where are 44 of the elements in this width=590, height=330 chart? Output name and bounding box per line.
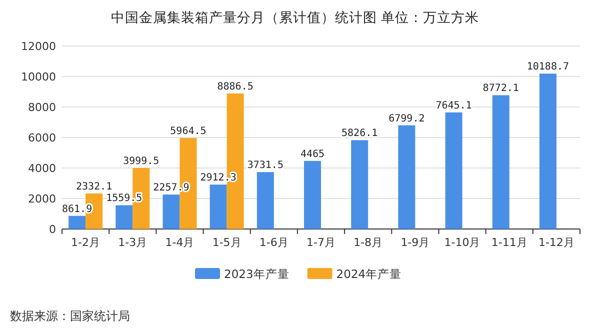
data-label: 5964.5 [170, 126, 206, 138]
data-label: 10188.7 [526, 62, 570, 73]
x-tick-label: 1-9月 [400, 236, 430, 249]
y-tick-label: 12000 [21, 40, 56, 53]
legend-label: 2024年产量 [336, 267, 402, 281]
bar [256, 172, 274, 229]
x-tick-label: 1-12月 [538, 236, 574, 249]
y-tick-label: 4000 [28, 162, 56, 175]
data-label: 6799.2 [388, 113, 425, 124]
y-tick-label: 0 [49, 223, 56, 236]
bar [68, 216, 86, 229]
y-tick-label: 8000 [28, 101, 56, 114]
source-note: 数据来源：国家统计局 [10, 309, 130, 323]
bar [304, 160, 321, 229]
y-tick-label: 6000 [28, 132, 56, 144]
data-label: 3731.5 [247, 160, 284, 172]
data-label: 8886.5 [217, 81, 254, 92]
x-tick-label: 1-6月 [259, 236, 288, 249]
y-tick-label: 2000 [28, 192, 56, 206]
x-tick-label: 1-5月 [212, 236, 242, 249]
data-label: 8772.1 [482, 83, 519, 94]
data-label: 7645.1 [436, 100, 472, 112]
data-label: 5826.1 [342, 128, 378, 140]
x-tick-label: 1-2月 [71, 236, 100, 249]
data-label: 3999.5 [123, 156, 160, 168]
x-tick-label: 1-11月 [491, 236, 528, 249]
legend-label: 2023年产量 [224, 267, 290, 281]
x-tick-label: 1-8月 [354, 236, 383, 249]
x-tick-label: 1-7月 [306, 236, 336, 249]
x-tick-label: 1-10月 [444, 236, 480, 249]
bar [445, 112, 462, 229]
bar [398, 125, 416, 229]
data-label: 2332.1 [76, 181, 112, 192]
bar [162, 194, 180, 229]
y-tick-label: 10000 [21, 70, 56, 84]
data-label: 4465 [300, 148, 325, 160]
x-tick-label: 1-3月 [118, 236, 148, 249]
x-tick-label: 1-4月 [165, 236, 194, 249]
chart-title: 中国金属集装箱产量分月（累计值）统计图 单位：万立方米 [110, 10, 480, 26]
bar [351, 140, 368, 229]
bar [116, 205, 133, 229]
bar [210, 184, 227, 229]
bar [492, 95, 510, 229]
bar [539, 74, 556, 229]
